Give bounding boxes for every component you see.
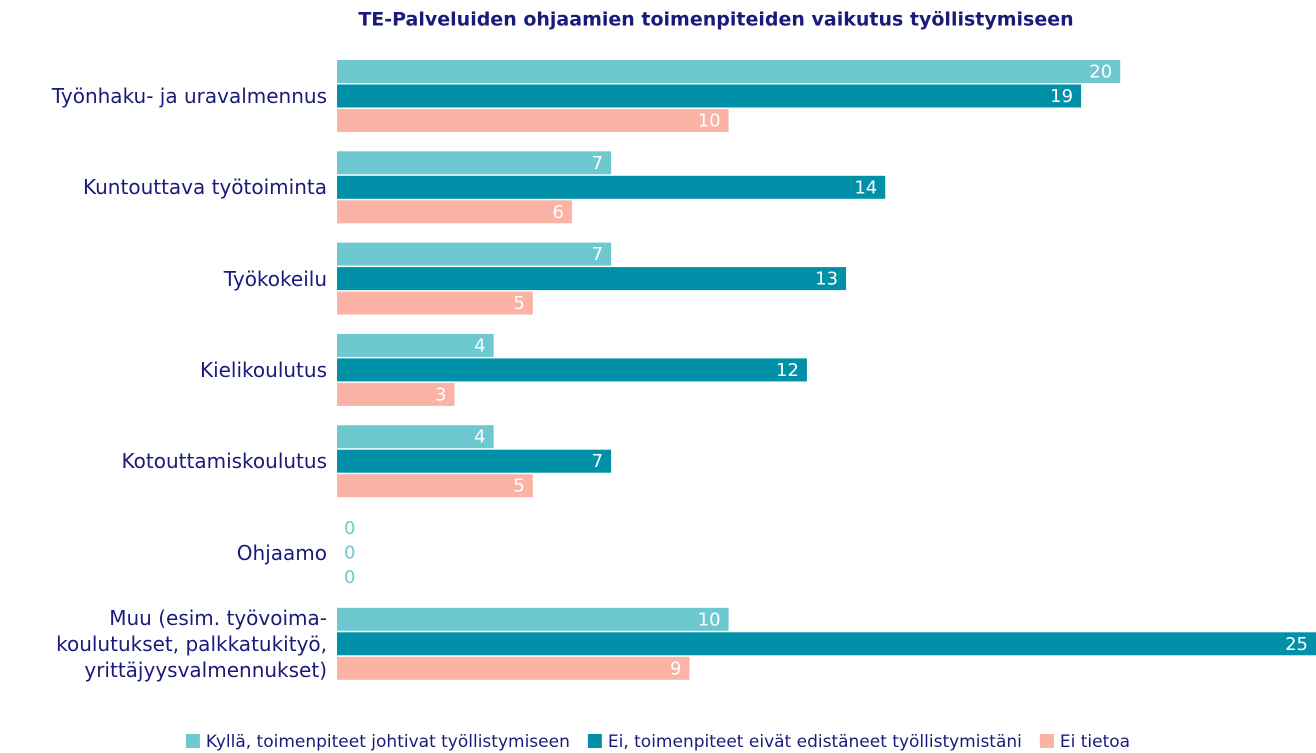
legend: Kyllä, toimenpiteet johtivat työllistymi… (185, 732, 1130, 752)
data-label: 7 (592, 153, 603, 174)
data-label: 14 (854, 177, 877, 198)
data-label: 13 (815, 269, 838, 290)
legend-label: Kyllä, toimenpiteet johtivat työllistymi… (206, 732, 570, 752)
bar (337, 632, 1316, 656)
bar (337, 656, 690, 680)
data-label: 4 (474, 335, 485, 356)
category-label: Muu (esim. työvoima- koulutukset, palkka… (56, 605, 327, 682)
category-label: Ohjaamo (236, 540, 327, 565)
bar (337, 109, 729, 132)
data-label: 3 (435, 384, 446, 405)
bar (337, 474, 533, 498)
data-label: 0 (344, 518, 355, 539)
bar (337, 333, 494, 357)
bar (337, 84, 1082, 108)
data-label: 6 (553, 202, 564, 223)
data-label: 4 (474, 427, 485, 448)
category-label: Kotouttamiskoulutus (121, 449, 327, 474)
data-label: 20 (1089, 62, 1112, 83)
bar (337, 358, 807, 382)
bar (337, 175, 886, 199)
category-label: Kielikoulutus (199, 357, 327, 382)
data-label: 5 (513, 476, 524, 497)
bar (337, 291, 533, 315)
bar (337, 607, 729, 631)
legend-label: Ei tietoa (1060, 732, 1130, 752)
bar (337, 382, 455, 406)
data-label: 10 (698, 609, 721, 630)
data-label: 10 (698, 111, 721, 132)
data-label: 9 (670, 658, 681, 679)
bar (337, 425, 494, 449)
category-label: Kuntouttava työtoiminta (83, 175, 327, 200)
data-label: 0 (344, 543, 355, 564)
bar (337, 200, 572, 224)
data-label: 19 (1050, 86, 1073, 107)
legend-swatch (185, 734, 200, 748)
data-label: 0 (344, 567, 355, 588)
chart-title: TE-Palveluiden ohjaamien toimenpiteiden … (358, 9, 1073, 31)
data-label: 5 (513, 293, 524, 314)
bar (337, 267, 847, 291)
data-label: 7 (592, 244, 603, 265)
bar (337, 242, 612, 266)
bar (337, 60, 1121, 83)
legend-label: Ei, toimenpiteet eivät edistäneet työlli… (608, 732, 1022, 752)
category-label: Työnhaku- ja uravalmennus (51, 84, 327, 108)
legend-swatch (587, 734, 602, 748)
bar (337, 151, 612, 175)
legend-swatch (1039, 734, 1054, 748)
category-label: Työkokeilu (223, 266, 327, 291)
bar (337, 449, 612, 473)
data-label: 7 (592, 451, 603, 472)
data-label: 12 (776, 360, 799, 381)
data-label: 25 (1285, 634, 1308, 655)
